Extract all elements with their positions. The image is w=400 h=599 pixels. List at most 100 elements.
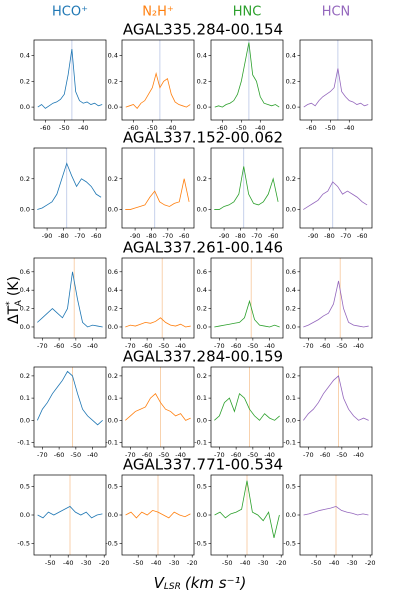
panel-frame <box>33 147 107 229</box>
spectrum-line <box>214 166 279 210</box>
row-title: AGAL337.261-00.146 <box>123 239 283 257</box>
y-tick-label: 0.2 <box>20 305 30 313</box>
y-tick-label: 0.5 <box>197 482 207 490</box>
y-tick-label: 0.0 <box>108 206 118 214</box>
x-tick-label: -40 <box>344 124 355 132</box>
y-tick-label: 0.1 <box>286 394 296 402</box>
y-tick-label: 0.0 <box>286 323 296 331</box>
y-tick-label: 0.0 <box>20 206 30 214</box>
x-tick-label: -60 <box>142 342 153 350</box>
x-label-unit: (km s⁻¹) <box>185 574 247 592</box>
spectrum-line <box>125 393 191 421</box>
x-tick-label: -40 <box>166 124 177 132</box>
spectrum-line <box>303 375 369 421</box>
spectrum-line <box>303 181 368 210</box>
panel-frame <box>121 39 195 121</box>
spectrum-line <box>125 71 191 110</box>
y-tick-label: 0.0 <box>108 416 118 424</box>
x-tick-label: -50 <box>248 342 259 350</box>
x-tick-label: -40 <box>353 451 364 459</box>
y-tick-label: 0.5 <box>286 482 296 490</box>
y-tick-label: 0.4 <box>286 51 296 59</box>
x-tick-label: -60 <box>54 451 65 459</box>
y-tick-label: 0.4 <box>286 286 296 294</box>
panel-frame <box>121 147 195 229</box>
row-title: AGAL337.771-00.534 <box>123 456 283 474</box>
x-tick-label: -60 <box>142 451 153 459</box>
y-tick-label: 0.0 <box>197 103 207 111</box>
y-tick-label: -0.5 <box>105 540 118 548</box>
x-tick-label: -80 <box>324 232 335 240</box>
x-tick-label: -40 <box>78 124 89 132</box>
x-tick-label: -50 <box>337 451 348 459</box>
spectrum-line <box>125 178 190 210</box>
x-tick-label: -40 <box>264 342 275 350</box>
y-tick-label: 0.2 <box>286 175 296 183</box>
x-tick-label: -60 <box>128 124 139 132</box>
y-axis-label: ΔT*A (K) <box>5 276 24 324</box>
column-title: HNC <box>233 5 262 20</box>
spectrum-line <box>303 505 369 516</box>
x-tick-label: -50 <box>159 451 170 459</box>
x-tick-label: -50 <box>71 342 82 350</box>
x-tick-label: -40 <box>87 451 98 459</box>
spectrum-line <box>37 48 103 109</box>
y-tick-label: 0.2 <box>286 77 296 85</box>
spectrum-line <box>214 42 280 108</box>
y-tick-label: 0.2 <box>286 305 296 313</box>
y-tick-label: 0.2 <box>286 372 296 380</box>
x-tick-label: -50 <box>248 451 259 459</box>
x-tick-label: -20 <box>187 559 198 567</box>
x-tick-label: -70 <box>303 342 314 350</box>
x-tick-label: -20 <box>365 559 376 567</box>
y-label-sub: A <box>14 299 24 306</box>
x-tick-label: -90 <box>308 232 319 240</box>
x-tick-label: -50 <box>337 342 348 350</box>
x-tick-label: -60 <box>268 232 279 240</box>
y-label-unit: (K) <box>6 276 22 296</box>
y-tick-label: 0.0 <box>20 416 30 424</box>
y-tick-label: 0.2 <box>197 372 207 380</box>
x-tick-label: -40 <box>175 451 186 459</box>
x-tick-label: -40 <box>63 559 74 567</box>
panel-frame <box>210 147 284 229</box>
x-tick-label: -60 <box>54 342 65 350</box>
column-title: N₂H⁺ <box>142 5 174 20</box>
row-title: AGAL337.284-00.159 <box>123 348 283 366</box>
x-tick-label: -60 <box>320 451 331 459</box>
panel-frame <box>210 257 284 339</box>
x-tick-label: -60 <box>231 342 242 350</box>
x-tick-label: -50 <box>311 559 322 567</box>
y-tick-label: -0.5 <box>283 540 296 548</box>
y-tick-label: -0.1 <box>105 439 118 447</box>
x-label-sub: LSR <box>164 582 181 592</box>
panel-frame <box>33 366 107 448</box>
panel-frame <box>299 39 373 121</box>
y-tick-label: 0.0 <box>197 206 207 214</box>
panel-frame <box>121 257 195 339</box>
x-tick-label: -60 <box>357 232 368 240</box>
x-tick-label: -60 <box>91 232 102 240</box>
y-tick-label: 0.4 <box>20 286 30 294</box>
x-tick-label: -30 <box>81 559 92 567</box>
y-tick-label: 0.1 <box>197 394 207 402</box>
x-tick-label: -60 <box>179 232 190 240</box>
y-tick-label: -0.5 <box>17 540 30 548</box>
x-tick-label: -90 <box>130 232 141 240</box>
x-tick-label: -30 <box>347 559 358 567</box>
x-tick-label: -60 <box>320 342 331 350</box>
x-tick-label: -20 <box>99 559 110 567</box>
panel-frame <box>210 366 284 448</box>
x-tick-label: -50 <box>71 451 82 459</box>
x-tick-label: -80 <box>235 232 246 240</box>
x-tick-label: -70 <box>252 232 263 240</box>
panel-frame <box>33 257 107 339</box>
y-tick-label: 0.0 <box>20 511 30 519</box>
spectrum-line <box>37 271 103 328</box>
x-tick-label: -50 <box>222 559 233 567</box>
x-tick-label: -70 <box>214 451 225 459</box>
row-title: AGAL337.152-00.062 <box>123 129 283 147</box>
y-tick-label: 0.0 <box>286 206 296 214</box>
x-tick-label: -80 <box>146 232 157 240</box>
x-tick-label: -60 <box>217 124 228 132</box>
